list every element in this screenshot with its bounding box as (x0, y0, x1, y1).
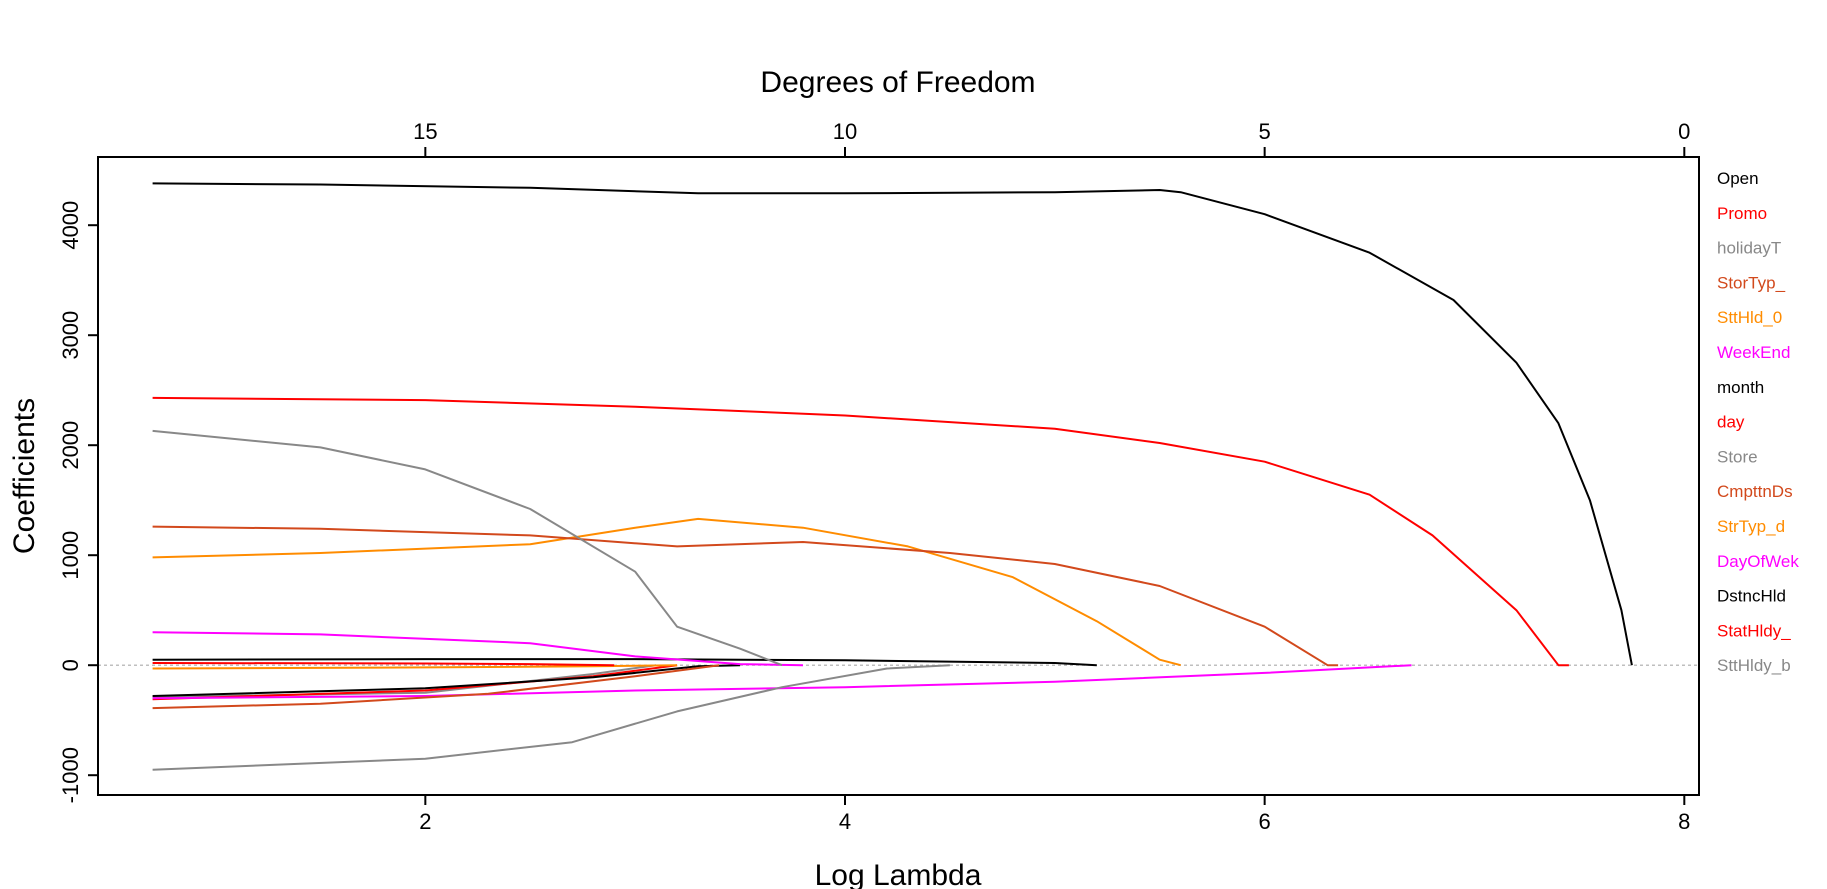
series-layer (152, 182, 1633, 771)
series-label: Promo (1717, 204, 1767, 223)
top-tick-label: 0 (1678, 119, 1690, 144)
series-line-dayofwek (152, 664, 1412, 700)
series-label: month (1717, 378, 1764, 397)
series-line-store (152, 664, 950, 771)
series-line-stortyp- (152, 525, 1339, 667)
y-tick-label: -1000 (58, 747, 83, 803)
series-line-cmpttnds (152, 664, 720, 710)
top-tick-label: 5 (1259, 119, 1271, 144)
series-line-strtyp-d (152, 664, 678, 670)
series-label: DstncHld (1717, 587, 1786, 606)
y-tick-label: 2000 (58, 421, 83, 470)
series-label: StorTyp_ (1717, 273, 1786, 292)
x-tick-label: 4 (839, 809, 851, 834)
series-line-promo (152, 396, 1569, 667)
y-axis-title: Coefficients (8, 398, 41, 554)
y-tick-label: 1000 (58, 531, 83, 580)
series-label: Store (1717, 447, 1758, 466)
series-label: DayOfWek (1717, 552, 1799, 571)
series-line-weekend (152, 631, 804, 667)
series-line-day (152, 662, 615, 667)
series-label: StatHldy_ (1717, 621, 1791, 640)
x-axis-title: Log Lambda (815, 859, 982, 889)
series-line-month (152, 658, 1097, 667)
series-label: day (1717, 413, 1745, 432)
top-tick-label: 10 (833, 119, 857, 144)
y-tick-label: 4000 (58, 201, 83, 250)
series-label: Open (1717, 169, 1759, 188)
y-tick-label: 0 (58, 659, 83, 671)
top-axis-title: Degrees of Freedom (760, 66, 1035, 99)
series-label: WeekEnd (1717, 343, 1790, 362)
series-line-open (152, 182, 1633, 666)
x-tick-label: 2 (419, 809, 431, 834)
series-line-holidayt (152, 429, 783, 667)
plot-frame (97, 156, 1700, 796)
x-tick-label: 6 (1259, 809, 1271, 834)
x-tick-label: 8 (1678, 809, 1690, 834)
series-label: holidayT (1717, 239, 1781, 258)
series-label-layer: Open Promo holidayT StorTyp_ SttHld_0 WeekEnd… (1717, 169, 1799, 675)
y-tick-label: 3000 (58, 311, 83, 360)
series-label: SttHld_0 (1717, 308, 1782, 327)
axis-layer: 2 4 6 8 15 10 5 0 -1000 0 1000 2000 3000 4000 (58, 119, 1690, 834)
top-tick-label: 15 (413, 119, 437, 144)
series-label: StrTyp_d (1717, 517, 1785, 536)
series-label: CmpttnDs (1717, 482, 1793, 501)
series-line-stthld-0 (152, 517, 1181, 667)
series-label: SttHldy_b (1717, 656, 1791, 675)
